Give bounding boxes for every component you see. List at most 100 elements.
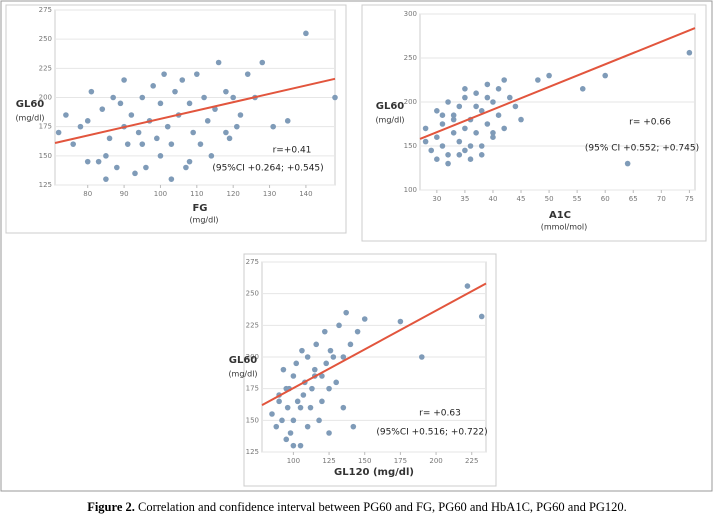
point	[418, 354, 425, 360]
point	[88, 88, 95, 95]
annotation: r= +0.66	[629, 118, 671, 128]
point	[434, 156, 440, 162]
point	[330, 354, 337, 360]
point	[326, 385, 332, 392]
point	[464, 283, 471, 289]
y-tick-label: 250	[404, 54, 417, 62]
x-tick-label: 140	[299, 190, 312, 198]
point	[304, 354, 311, 360]
x-tick-label: 175	[394, 457, 407, 465]
point	[323, 360, 330, 367]
point	[157, 153, 164, 159]
point	[128, 112, 135, 118]
point	[624, 160, 631, 167]
figure-frame	[0, 0, 713, 492]
point	[287, 430, 294, 436]
y-tick-label: 225	[39, 64, 52, 72]
x-tick-label: 200	[429, 457, 442, 465]
point	[297, 404, 304, 411]
point	[273, 423, 280, 430]
point	[462, 94, 468, 101]
x-tick-label: 120	[226, 190, 239, 198]
x-tick-label: 50	[545, 195, 554, 203]
point	[186, 100, 193, 107]
point	[197, 141, 204, 147]
caption: Figure 2. Correlation and confidence int…	[87, 500, 627, 514]
x-axis-label: A1C	[549, 210, 571, 221]
y-tick-label: 200	[404, 98, 417, 106]
point	[462, 147, 468, 154]
point	[495, 112, 502, 118]
point	[316, 417, 322, 424]
y-tick-label: 250	[246, 290, 259, 298]
point	[456, 103, 463, 110]
point	[397, 318, 404, 325]
point	[244, 71, 251, 77]
point	[490, 99, 496, 105]
point	[303, 30, 309, 37]
point	[321, 328, 328, 335]
y-tick-label: 225	[246, 321, 259, 329]
point	[456, 152, 463, 158]
point	[290, 417, 297, 424]
point	[186, 158, 193, 165]
point	[103, 176, 109, 182]
point	[319, 373, 325, 379]
point	[204, 118, 211, 124]
point	[294, 398, 301, 405]
point	[484, 121, 491, 127]
point	[490, 134, 496, 140]
point	[190, 129, 196, 136]
point	[135, 129, 142, 136]
point	[484, 94, 491, 101]
panel-frame	[361, 4, 707, 242]
point	[333, 379, 339, 386]
y-axis-label: (mg/dl)	[228, 370, 257, 379]
point	[284, 118, 291, 124]
y-tick-label: 125	[39, 181, 52, 189]
point	[450, 130, 457, 136]
y-tick-label: 275	[246, 258, 259, 266]
point	[456, 138, 463, 145]
point	[467, 143, 474, 149]
x-tick-label: 30	[432, 195, 441, 203]
point	[518, 116, 524, 123]
point	[290, 373, 297, 379]
point	[332, 94, 338, 101]
point	[686, 49, 693, 56]
caption-label: Figure 2.	[87, 500, 135, 514]
point	[299, 347, 305, 354]
point	[132, 170, 138, 177]
point	[154, 135, 160, 142]
point	[309, 385, 315, 392]
point	[55, 129, 62, 136]
x-tick-label: 125	[322, 457, 335, 465]
point	[422, 138, 429, 145]
fit-line	[261, 282, 487, 407]
point	[84, 158, 91, 165]
x-tick-label: 40	[488, 195, 497, 203]
point	[326, 430, 332, 436]
point	[290, 442, 297, 449]
point	[117, 100, 124, 107]
point	[445, 99, 451, 105]
point	[450, 116, 457, 123]
point	[283, 436, 290, 443]
point	[259, 59, 266, 66]
point	[307, 404, 314, 411]
point	[223, 88, 229, 95]
annotation: r=+0.41	[273, 146, 312, 156]
fit-line	[54, 77, 336, 144]
annotation: (95% CI +0.552; +0.745)	[585, 144, 699, 154]
point	[279, 417, 285, 424]
x-tick-label: 65	[629, 195, 638, 203]
point	[201, 94, 207, 101]
x-axis-label: FG	[192, 203, 207, 214]
point	[280, 366, 287, 373]
x-tick-label: 225	[465, 457, 478, 465]
point	[304, 423, 311, 430]
point	[336, 322, 342, 329]
y-tick-label: 175	[39, 123, 52, 131]
y-tick-label: 200	[39, 94, 52, 102]
caption-text: Correlation and confidence interval betw…	[138, 500, 627, 514]
